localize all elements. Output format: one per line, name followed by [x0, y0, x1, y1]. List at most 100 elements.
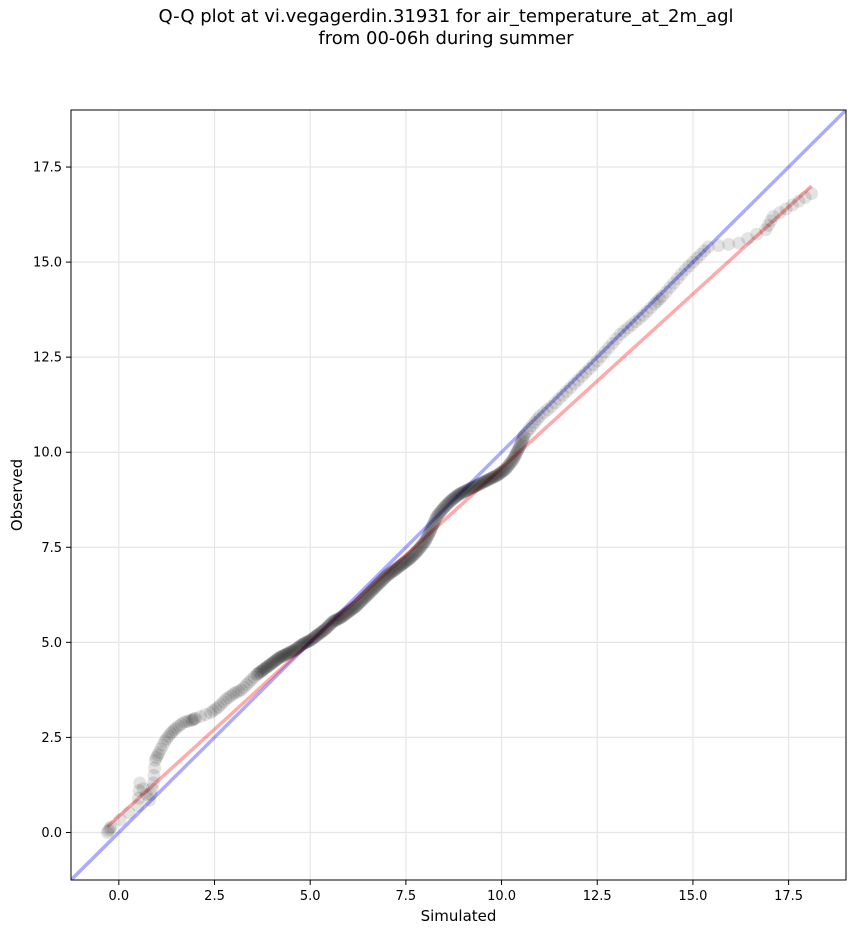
data-point [497, 463, 511, 477]
data-point [501, 460, 515, 474]
y-tick-label: 15.0 [33, 256, 62, 271]
data-point [368, 581, 382, 595]
data-point [388, 562, 402, 576]
data-point [334, 611, 348, 625]
data-point [193, 709, 207, 723]
data-point [139, 787, 153, 801]
data-point [422, 526, 436, 540]
x-tick-label: 2.5 [204, 889, 225, 904]
data-point [464, 481, 478, 495]
data-point [419, 533, 433, 547]
data-point [629, 315, 643, 329]
data-point [294, 638, 308, 652]
data-point [145, 782, 159, 796]
y-tick-label: 17.5 [33, 161, 62, 176]
data-point [510, 445, 524, 459]
y-tick-label: 10.0 [33, 446, 62, 461]
data-point [427, 516, 441, 530]
data-point [164, 727, 178, 741]
data-point [242, 675, 256, 689]
data-point [477, 475, 491, 489]
data-point [393, 559, 407, 573]
data-point [798, 190, 812, 204]
data-point [239, 678, 253, 692]
data-point [267, 655, 281, 669]
data-point [650, 294, 664, 308]
data-point [513, 440, 527, 454]
data-point [761, 218, 775, 232]
data-point [360, 588, 374, 602]
data-point [182, 714, 196, 728]
data-point [104, 820, 118, 834]
data-point [533, 409, 547, 423]
data-point [336, 609, 350, 623]
data-point [380, 569, 394, 583]
data-point [640, 305, 654, 319]
data-point [406, 548, 420, 562]
data-point [401, 553, 415, 567]
data-point [291, 641, 305, 655]
data-point [146, 776, 160, 790]
data-point [413, 541, 427, 555]
data-point [301, 635, 315, 649]
title-block: Q-Q plot at vi.vegagerdin.31931 for air_… [0, 6, 856, 50]
data-point [409, 545, 423, 559]
data-point [455, 486, 469, 500]
data-point [461, 483, 475, 497]
y-axis-label: Observed [8, 459, 26, 531]
data-point [186, 713, 200, 727]
data-point [594, 350, 608, 364]
data-point [469, 479, 483, 493]
data-point [370, 579, 384, 593]
data-point [254, 664, 268, 678]
data-point [290, 641, 304, 655]
data-point [560, 384, 574, 398]
data-point [293, 639, 307, 653]
data-point [308, 630, 322, 644]
data-point [525, 419, 539, 433]
data-point [468, 479, 482, 493]
data-point [289, 642, 303, 656]
data-point [437, 500, 451, 514]
data-point [102, 824, 116, 838]
data-point [392, 560, 406, 574]
data-point [376, 572, 390, 586]
data-point [750, 227, 764, 241]
data-point [311, 628, 325, 642]
grid-layer [71, 110, 846, 880]
data-point [496, 464, 510, 478]
data-point [302, 634, 316, 648]
data-point [507, 451, 521, 465]
data-point [402, 553, 416, 567]
data-point [423, 525, 437, 539]
data-point [352, 596, 366, 610]
data-point [179, 715, 193, 729]
x-tick-label: 7.5 [396, 889, 417, 904]
data-point [103, 822, 117, 836]
data-point [148, 753, 162, 767]
data-point [356, 593, 370, 607]
data-point [779, 202, 793, 216]
data-point [209, 702, 223, 716]
data-point [309, 629, 323, 643]
data-point [399, 554, 413, 568]
data-point [508, 448, 522, 462]
data-point [473, 477, 487, 491]
data-point [548, 396, 562, 410]
data-point [259, 660, 273, 674]
data-point [292, 640, 306, 654]
data-point [462, 482, 476, 496]
data-point [447, 491, 461, 505]
data-point [216, 695, 230, 709]
data-point [359, 589, 373, 603]
data-point [100, 825, 114, 839]
data-point [425, 521, 439, 535]
data-point [252, 666, 266, 680]
data-point [286, 644, 300, 658]
data-point [456, 485, 470, 499]
tick-layer: 0.0 2.5 5.0 7.5 10.0 12.5 15.0 17.5 0.0 2.5 5.0 7.5… [33, 161, 803, 904]
data-point [493, 466, 507, 480]
data-point [445, 493, 459, 507]
data-point [381, 568, 395, 582]
data-point [265, 656, 279, 670]
